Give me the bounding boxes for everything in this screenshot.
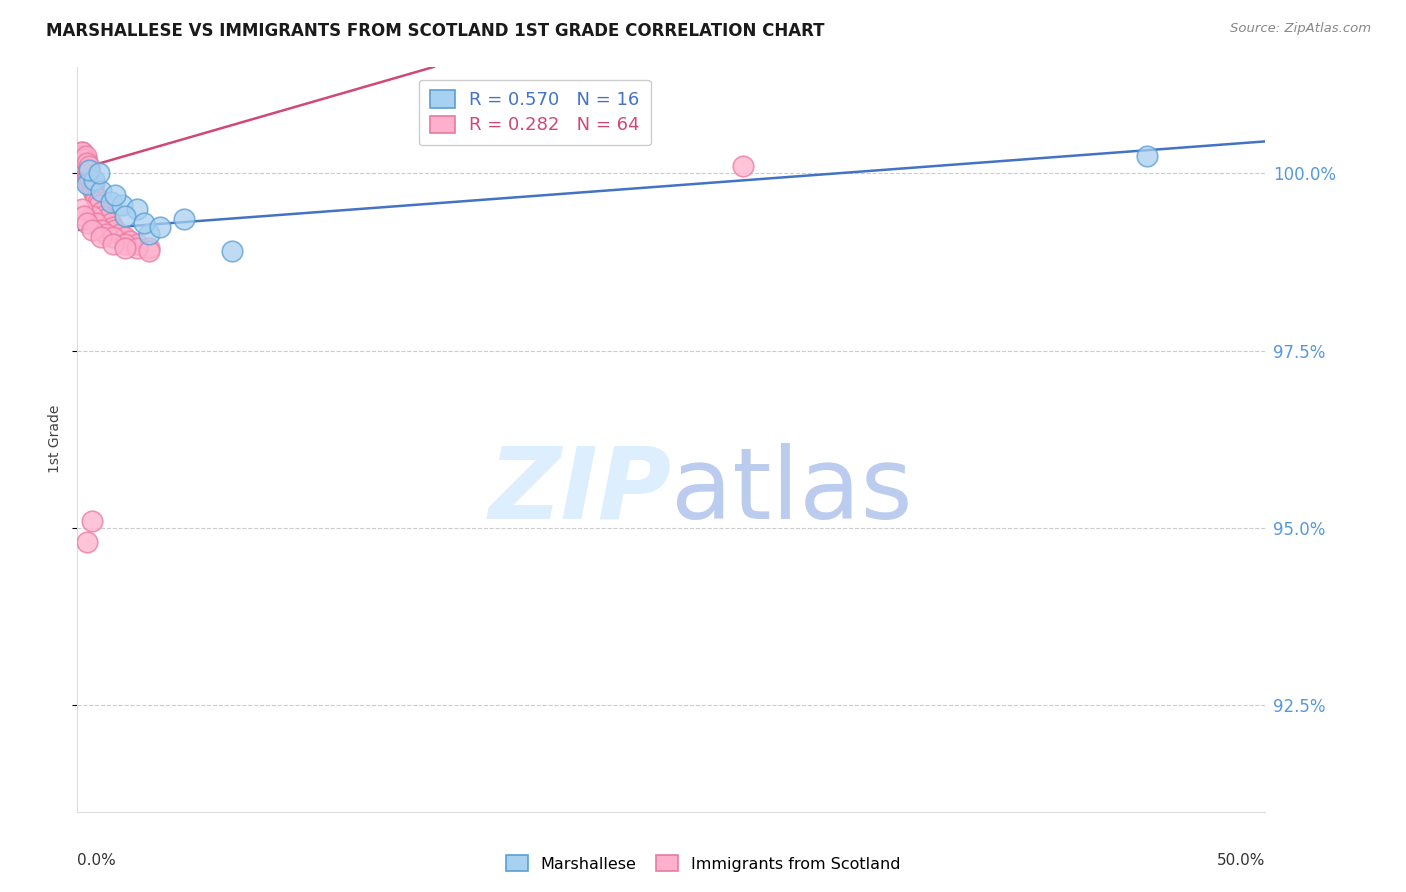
Point	[70, 145, 93, 159]
Point	[101, 230, 124, 244]
Point	[82, 184, 104, 198]
Point	[125, 237, 148, 252]
Point	[70, 155, 93, 169]
Point	[80, 209, 103, 223]
Point	[111, 198, 134, 212]
Point	[1136, 148, 1159, 162]
Point	[76, 169, 98, 184]
Point	[90, 230, 112, 244]
Point	[101, 219, 124, 234]
Point	[132, 216, 155, 230]
Point	[69, 148, 91, 162]
Point	[138, 241, 160, 255]
Point	[73, 159, 96, 173]
Point	[77, 177, 100, 191]
Point	[90, 205, 112, 219]
Point	[77, 162, 100, 177]
Point	[76, 159, 98, 173]
Point	[73, 166, 96, 180]
Point	[100, 216, 122, 230]
Point	[86, 191, 108, 205]
Point	[93, 209, 115, 223]
Point	[75, 148, 97, 162]
Point	[104, 187, 127, 202]
Point	[94, 212, 117, 227]
Point	[80, 180, 103, 194]
Point	[80, 514, 103, 528]
Point	[83, 177, 105, 191]
Point	[67, 152, 90, 166]
Point	[72, 159, 94, 173]
Point	[73, 152, 96, 166]
Point	[77, 166, 100, 180]
Point	[70, 145, 93, 159]
Text: 0.0%: 0.0%	[77, 853, 117, 868]
Text: atlas: atlas	[672, 443, 912, 540]
Point	[70, 162, 93, 177]
Legend: Marshallese, Immigrants from Scotland: Marshallese, Immigrants from Scotland	[498, 847, 908, 880]
Point	[173, 212, 195, 227]
Point	[90, 184, 112, 198]
Point	[77, 159, 100, 173]
Point	[138, 244, 160, 259]
Point	[70, 148, 93, 162]
Point	[125, 202, 148, 216]
Point	[114, 209, 136, 223]
Point	[72, 152, 94, 166]
Point	[104, 223, 127, 237]
Point	[76, 535, 98, 549]
Point	[114, 230, 136, 244]
Point	[138, 227, 160, 241]
Point	[69, 159, 91, 173]
Point	[87, 166, 110, 180]
Point	[100, 194, 122, 209]
Point	[94, 227, 117, 241]
Point	[86, 216, 108, 230]
Point	[87, 198, 110, 212]
Legend: R = 0.570   N = 16, R = 0.282   N = 64: R = 0.570 N = 16, R = 0.282 N = 64	[419, 79, 651, 145]
Point	[125, 241, 148, 255]
Point	[114, 237, 136, 252]
Point	[86, 194, 108, 209]
Point	[75, 152, 97, 166]
Point	[76, 177, 98, 191]
Point	[84, 187, 107, 202]
Point	[731, 159, 754, 173]
Point	[72, 155, 94, 169]
Point	[114, 241, 136, 255]
Point	[77, 162, 100, 177]
Point	[108, 227, 131, 241]
Point	[69, 152, 91, 166]
Point	[79, 173, 101, 187]
Point	[118, 234, 141, 248]
Point	[221, 244, 243, 259]
Point	[76, 216, 98, 230]
Y-axis label: 1st Grade: 1st Grade	[48, 405, 62, 474]
Point	[67, 155, 90, 169]
Text: Source: ZipAtlas.com: Source: ZipAtlas.com	[1230, 22, 1371, 36]
Point	[83, 173, 105, 187]
Text: ZIP: ZIP	[488, 443, 672, 540]
Text: MARSHALLESE VS IMMIGRANTS FROM SCOTLAND 1ST GRADE CORRELATION CHART: MARSHALLESE VS IMMIGRANTS FROM SCOTLAND …	[46, 22, 825, 40]
Point	[75, 162, 97, 177]
Point	[101, 237, 124, 252]
Text: 50.0%: 50.0%	[1218, 853, 1265, 868]
Point	[73, 155, 96, 169]
Point	[90, 223, 112, 237]
Point	[76, 155, 98, 169]
Point	[73, 209, 96, 223]
Point	[70, 202, 93, 216]
Point	[80, 223, 103, 237]
Point	[149, 219, 172, 234]
